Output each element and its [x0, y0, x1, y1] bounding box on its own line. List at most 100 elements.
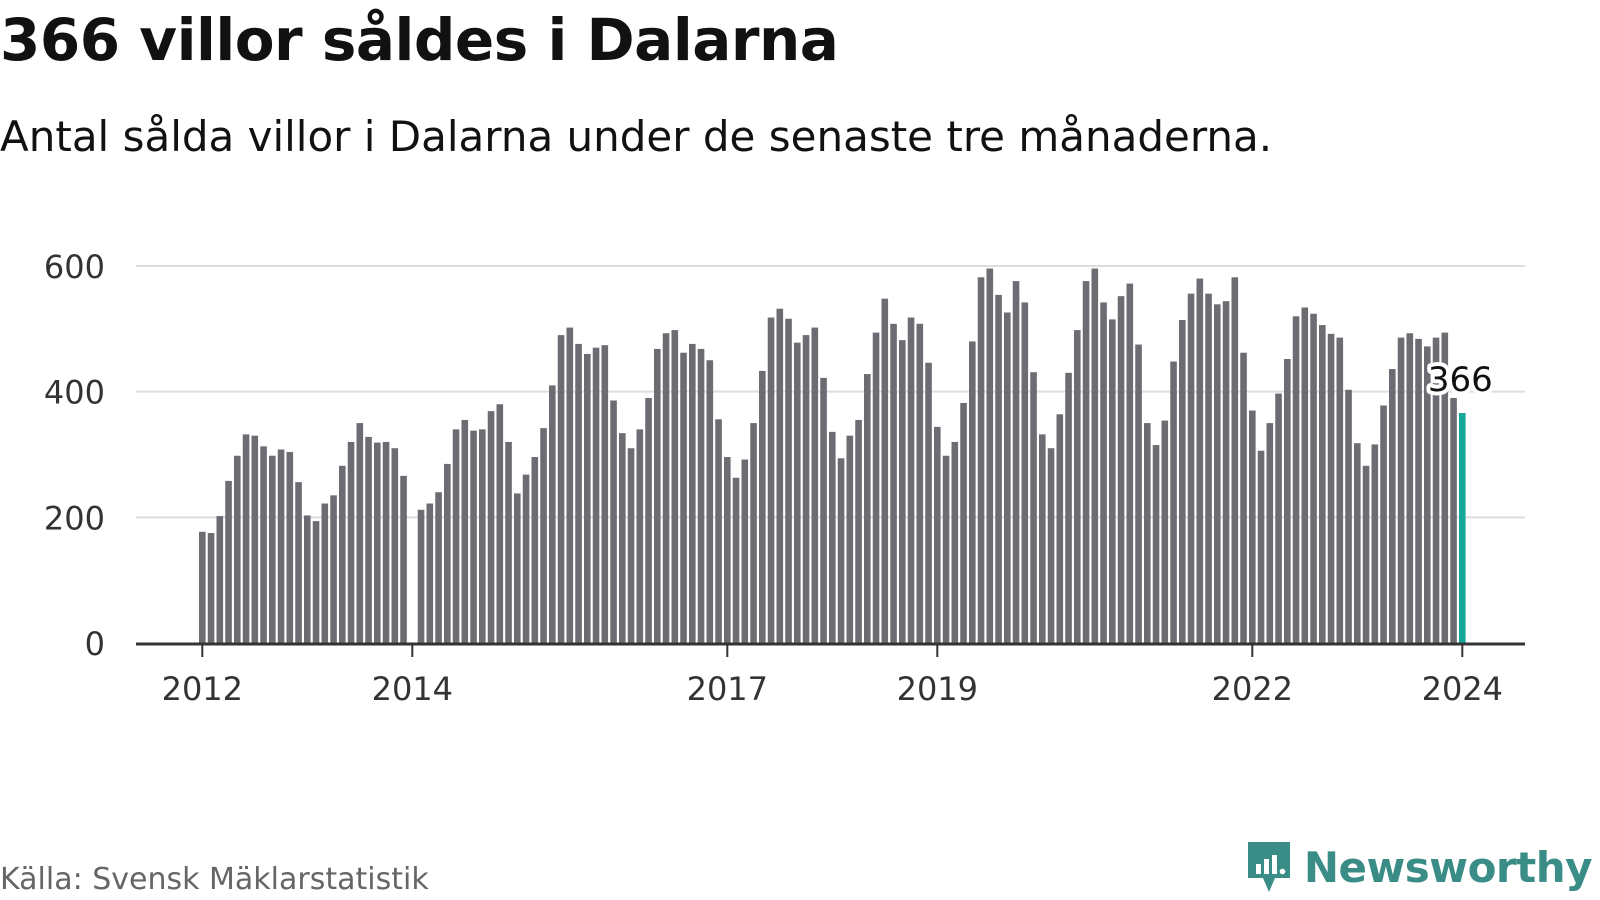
bar: [750, 423, 757, 643]
bar: [199, 531, 206, 643]
bar: [1170, 361, 1177, 643]
bar: [1397, 337, 1405, 643]
bar: [286, 451, 294, 643]
bar: [1284, 358, 1291, 643]
bar: [522, 474, 530, 643]
y-tick-label: 0: [85, 625, 105, 663]
bar: [1257, 450, 1265, 643]
bar: [487, 411, 495, 643]
bar: [942, 455, 950, 643]
bar: [1345, 389, 1352, 643]
bar: [1047, 448, 1055, 643]
bar: [872, 332, 880, 643]
bar: [1021, 302, 1029, 643]
x-tick-label: 2024: [1422, 670, 1503, 708]
x-tick-label: 2012: [162, 670, 243, 708]
bar: [1362, 465, 1370, 643]
bar: [1004, 312, 1011, 643]
bar: [1266, 423, 1274, 643]
bar: [1056, 414, 1064, 643]
bar: [1432, 337, 1440, 643]
bar: [242, 434, 250, 643]
bar: [706, 360, 714, 643]
bar: [636, 429, 644, 643]
bar: [575, 343, 582, 643]
bar: [1144, 423, 1151, 643]
bar: [977, 277, 985, 643]
bar: [1389, 369, 1396, 643]
bar: [584, 353, 591, 643]
bar: [1091, 268, 1099, 643]
bar: [619, 433, 626, 643]
bar: [312, 521, 320, 643]
brand-name: Newsworthy: [1303, 842, 1593, 892]
bar: [1161, 420, 1169, 643]
bar: [1380, 405, 1387, 643]
axes: [136, 642, 1525, 657]
bar: [295, 482, 302, 643]
bar: [1135, 344, 1142, 643]
bar: [426, 503, 434, 643]
bar: [1301, 307, 1309, 643]
bar: [531, 457, 539, 643]
bar: [829, 431, 836, 643]
bar: [234, 455, 241, 643]
newsworthy-logo-icon: [1247, 842, 1290, 892]
bar: [1310, 313, 1317, 643]
bar: [732, 477, 740, 643]
bar: [496, 404, 504, 643]
bar: [321, 503, 329, 643]
bar: [347, 441, 355, 643]
bar: [1012, 281, 1020, 643]
bar: [339, 465, 346, 643]
bar: [592, 347, 600, 643]
y-tick-label: 600: [44, 248, 105, 286]
bar: [1187, 293, 1195, 643]
bar: [820, 377, 827, 643]
bar: [986, 268, 994, 643]
bar: [645, 397, 652, 643]
x-tick-label: 2019: [897, 670, 978, 708]
bar: [916, 323, 924, 643]
y-tick-label: 400: [44, 374, 105, 412]
bar: [540, 428, 547, 643]
bar: [960, 402, 967, 643]
bar: [400, 475, 407, 643]
bar: [391, 448, 399, 643]
bar: [444, 463, 451, 643]
bar: [759, 370, 766, 643]
bar: [671, 330, 679, 643]
bar: [890, 323, 897, 643]
bar: [899, 340, 906, 643]
bar: [277, 449, 285, 643]
highlight-data-label: 366: [1428, 360, 1493, 400]
bar: [452, 429, 460, 643]
bar: [811, 327, 819, 643]
brand-logo[interactable]: Newsworthy: [1244, 838, 1593, 896]
bar: [1450, 397, 1457, 643]
bar: [767, 317, 775, 643]
bar: [1214, 304, 1221, 643]
bar: [505, 441, 512, 643]
bar: [662, 333, 670, 643]
bar: [225, 480, 232, 643]
bar: [951, 441, 959, 643]
bar: [382, 441, 390, 643]
bar: [514, 493, 521, 643]
bars: [199, 268, 1466, 643]
bar: [260, 446, 267, 643]
bar-highlight: [1459, 413, 1466, 643]
bar: [1415, 338, 1422, 643]
bar: [374, 442, 381, 643]
bar: [610, 400, 617, 643]
bar: [207, 533, 215, 643]
bar: [1065, 372, 1072, 643]
bar: [1179, 320, 1186, 643]
bar: [461, 419, 469, 643]
bar: [1152, 445, 1160, 643]
bar: [330, 495, 337, 643]
bar: [864, 374, 871, 643]
bar: [680, 352, 687, 643]
bar: [1109, 319, 1116, 643]
bar: [855, 419, 862, 643]
